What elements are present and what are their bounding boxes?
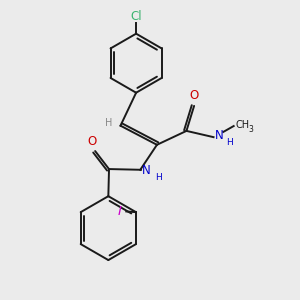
Text: N: N: [215, 129, 224, 142]
Text: H: H: [155, 173, 162, 182]
Text: I: I: [117, 205, 121, 218]
Text: CH: CH: [235, 120, 249, 130]
Text: H: H: [106, 118, 113, 128]
Text: Cl: Cl: [130, 10, 142, 23]
Text: 3: 3: [249, 125, 254, 134]
Text: O: O: [88, 135, 97, 148]
Text: N: N: [142, 164, 150, 177]
Text: H: H: [226, 138, 233, 147]
Text: O: O: [190, 89, 199, 102]
